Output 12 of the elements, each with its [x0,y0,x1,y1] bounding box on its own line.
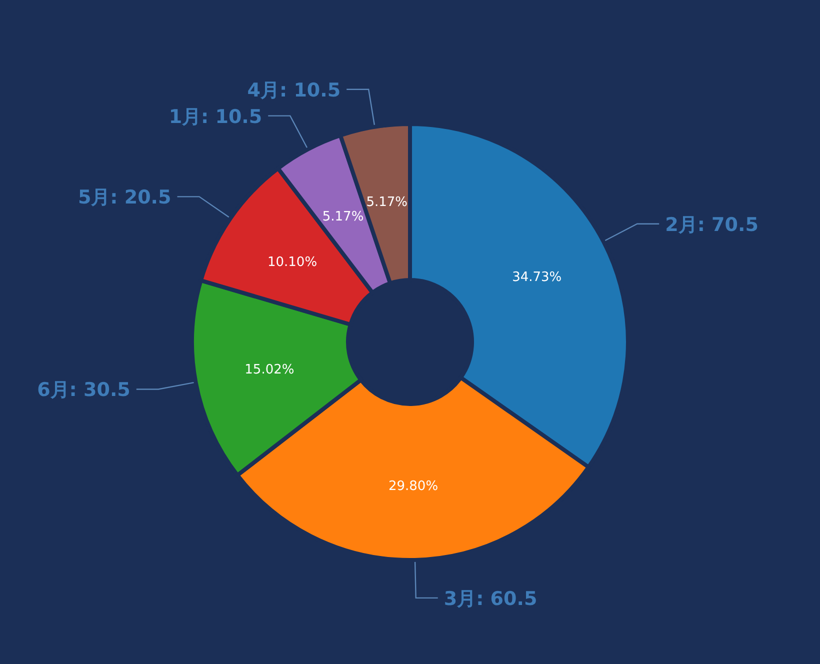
data-label: 15.02% [244,362,294,378]
slice-label: 2月: 70.5 [665,214,758,236]
slice-label: 4月: 10.5 [247,79,341,102]
data-label: 29.80% [388,478,438,494]
slice-label: 6月: 30.5 [37,379,130,402]
data-label: 5.17% [322,210,364,225]
data-label: 34.73% [512,270,562,286]
data-label: 5.17% [366,194,408,210]
slice-label: 5月: 20.5 [78,186,172,209]
data-label: 10.10% [267,254,318,270]
slice-label: 1月: 10.5 [168,106,262,128]
slice-label: 3月: 60.5 [444,588,538,610]
